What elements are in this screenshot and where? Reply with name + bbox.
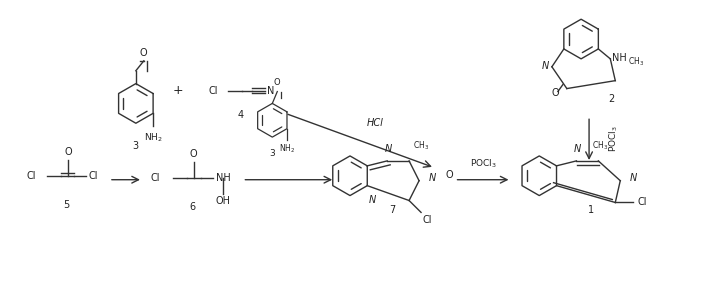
Text: 1: 1 bbox=[588, 205, 594, 215]
Text: Cl: Cl bbox=[209, 86, 218, 96]
Text: Cl: Cl bbox=[26, 171, 36, 181]
Text: O: O bbox=[446, 170, 454, 180]
Text: Cl: Cl bbox=[422, 215, 431, 225]
Text: 2: 2 bbox=[608, 94, 614, 103]
Text: 3: 3 bbox=[269, 149, 275, 158]
Text: N: N bbox=[368, 195, 376, 204]
Text: OH: OH bbox=[215, 195, 230, 206]
Text: O: O bbox=[139, 48, 146, 58]
Text: NH: NH bbox=[216, 173, 230, 183]
Text: CH$_3$: CH$_3$ bbox=[413, 139, 429, 152]
Text: 4: 4 bbox=[238, 110, 243, 120]
Text: N: N bbox=[542, 61, 549, 71]
Text: CH$_3$: CH$_3$ bbox=[592, 139, 609, 152]
Text: N: N bbox=[385, 144, 392, 154]
Text: 6: 6 bbox=[189, 201, 196, 212]
Text: Cl: Cl bbox=[151, 173, 160, 183]
Text: O: O bbox=[551, 88, 559, 97]
Text: N: N bbox=[267, 86, 275, 96]
Text: POCl$_3$: POCl$_3$ bbox=[607, 125, 619, 152]
Text: N: N bbox=[630, 173, 638, 183]
Text: CH$_3$: CH$_3$ bbox=[628, 55, 644, 68]
Text: Cl: Cl bbox=[88, 171, 98, 181]
Text: NH: NH bbox=[612, 53, 626, 63]
Text: O: O bbox=[274, 77, 281, 87]
Text: 7: 7 bbox=[389, 205, 395, 215]
Text: 5: 5 bbox=[63, 200, 69, 209]
Text: POCl$_3$: POCl$_3$ bbox=[470, 157, 497, 170]
Text: N: N bbox=[574, 144, 581, 154]
Text: N: N bbox=[429, 173, 436, 183]
Text: Cl: Cl bbox=[637, 198, 647, 207]
Text: O: O bbox=[189, 149, 197, 159]
Text: O: O bbox=[64, 147, 72, 157]
Text: +: + bbox=[173, 84, 183, 97]
Text: NH$_2$: NH$_2$ bbox=[279, 142, 295, 155]
Text: 3: 3 bbox=[133, 141, 139, 151]
Text: HCl: HCl bbox=[366, 118, 383, 128]
Text: NH$_2$: NH$_2$ bbox=[144, 131, 163, 144]
